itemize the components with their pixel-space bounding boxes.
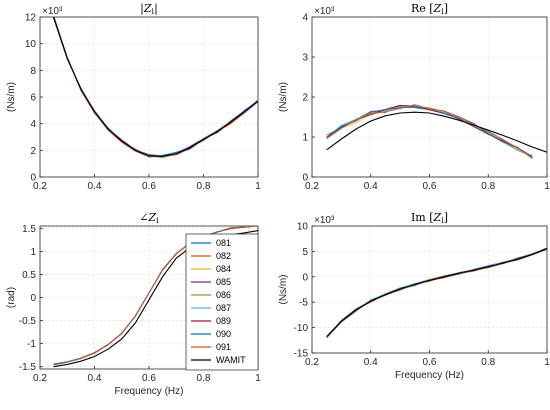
series-line (53, 18, 258, 158)
y-tick-label: 4 (302, 13, 308, 24)
x-tick-label: 0.8 (197, 373, 211, 384)
series-line (326, 248, 547, 338)
y-tick-label: 1 (30, 247, 36, 258)
x-tick-label: 0.8 (197, 181, 211, 192)
y-tick-label: 1 (302, 133, 308, 144)
legend-entry: 085 (216, 277, 231, 287)
legend-entry: 087 (216, 303, 231, 313)
wamit-line (326, 247, 547, 338)
series-line (53, 18, 258, 158)
wamit-line (326, 111, 547, 153)
series-line (326, 249, 547, 338)
y-tick-label: 0 (30, 293, 36, 304)
legend-entry: 081 (216, 238, 231, 248)
legend-entry: WAMIT (216, 355, 246, 365)
y-tick-label: -5 (299, 298, 308, 309)
y-tick-label: -1.5 (19, 362, 37, 373)
y-axis-label: (rad) (6, 287, 17, 308)
series-line (326, 104, 533, 159)
y-tick-label: 0 (30, 173, 36, 184)
series-line (53, 17, 258, 157)
legend-entry: 090 (216, 329, 231, 339)
x-tick-label: 0.4 (88, 373, 102, 384)
legend: 081 082 084 085 086 087 089 090 091 WAMIT (185, 233, 259, 371)
x-axis-label: Frequency (Hz) (395, 370, 464, 381)
legend-entry: 086 (216, 290, 231, 300)
y-tick-label: 0.5 (22, 270, 36, 281)
x-tick-label: 0.8 (481, 357, 495, 368)
legend-entry: 091 (216, 342, 231, 352)
y-multiplier: ×10³ (314, 215, 335, 226)
plot-area (53, 17, 258, 159)
legend-entry: 082 (216, 251, 231, 261)
y-tick-label: 0 (302, 173, 308, 184)
series-line (53, 17, 258, 158)
x-tick-label: 1 (255, 181, 261, 192)
y-tick-label: 10 (25, 39, 37, 50)
series-line (53, 18, 258, 157)
x-tick-label: 1 (255, 373, 261, 384)
y-multiplier: ×10³ (314, 6, 335, 17)
chart-title: Im [Zi] (411, 211, 448, 225)
x-tick-label: 0.4 (364, 181, 378, 192)
y-tick-label: 3 (302, 53, 308, 64)
x-tick-label: 1 (544, 357, 550, 368)
panel-2: 0.2 0.4 0.6 0.8 1 0 1 2 3 4 ×10³ Re [Zi] (Ns/m) (278, 2, 550, 192)
series-line (53, 226, 258, 365)
y-tick-label: 0 (302, 272, 308, 283)
legend-entry: 084 (216, 264, 231, 274)
series-line (326, 247, 547, 338)
y-tick-label: -1 (27, 339, 36, 350)
y-tick-label: 6 (30, 93, 36, 104)
x-tick-label: 0.2 (305, 181, 319, 192)
y-tick-label: 2 (30, 146, 36, 157)
series-line (326, 248, 547, 339)
x-tick-label: 0.6 (142, 181, 156, 192)
wamit-line (53, 17, 258, 157)
series-line (53, 17, 258, 158)
panel-3: 0.2 0.4 0.6 0.8 1 -1.5 -1 -0.5 0 0.5 1 1.5 ∠Zi (rad) F… (6, 211, 261, 397)
x-tick-label: 0.6 (423, 357, 437, 368)
chart-title: Re [Zi] (411, 2, 448, 16)
y-tick-label: -10 (294, 323, 309, 334)
series-line (326, 247, 547, 338)
x-tick-label: 1 (544, 181, 550, 192)
x-tick-label: 0.2 (33, 181, 47, 192)
series-line (326, 249, 547, 337)
series-line (53, 17, 258, 157)
x-tick-label: 0.8 (481, 181, 495, 192)
x-tick-label: 0.6 (142, 373, 156, 384)
series-line (53, 17, 258, 159)
y-tick-label: 1.5 (22, 224, 36, 235)
y-tick-label: 10 (297, 222, 309, 233)
y-tick-label: -0.5 (19, 316, 37, 327)
axes-box (311, 225, 548, 354)
x-axis-label: Frequency (Hz) (115, 386, 184, 397)
y-tick-label: 8 (30, 66, 36, 77)
x-tick-label: 0.2 (305, 357, 319, 368)
plot-area (326, 104, 547, 159)
y-tick-label: -15 (294, 349, 309, 360)
chart-title: |Zi| (140, 2, 158, 16)
x-tick-label: 0.2 (33, 373, 47, 384)
y-multiplier: ×10³ (42, 6, 63, 17)
legend-entry: 089 (216, 316, 231, 326)
y-axis-label: (Ns/m) (6, 82, 17, 112)
x-tick-label: 0.6 (423, 181, 437, 192)
x-tick-label: 0.4 (88, 181, 102, 192)
panel-4: 0.2 0.4 0.6 0.8 1 -15 -10 -5 0 5 10 ×10³ Im [Zi] (Ns/… (278, 211, 550, 381)
x-tick-label: 0.4 (364, 357, 378, 368)
y-tick-label: 2 (302, 93, 308, 104)
plot-area (326, 247, 547, 339)
y-tick-label: 5 (302, 247, 308, 258)
y-tick-label: 12 (25, 13, 37, 24)
y-axis-label: (Ns/m) (278, 275, 289, 305)
y-tick-label: 4 (30, 119, 36, 130)
series-line (53, 18, 258, 157)
series-line (326, 248, 547, 338)
chart-title: ∠Zi (139, 211, 159, 225)
y-axis-label: (Ns/m) (278, 82, 289, 112)
